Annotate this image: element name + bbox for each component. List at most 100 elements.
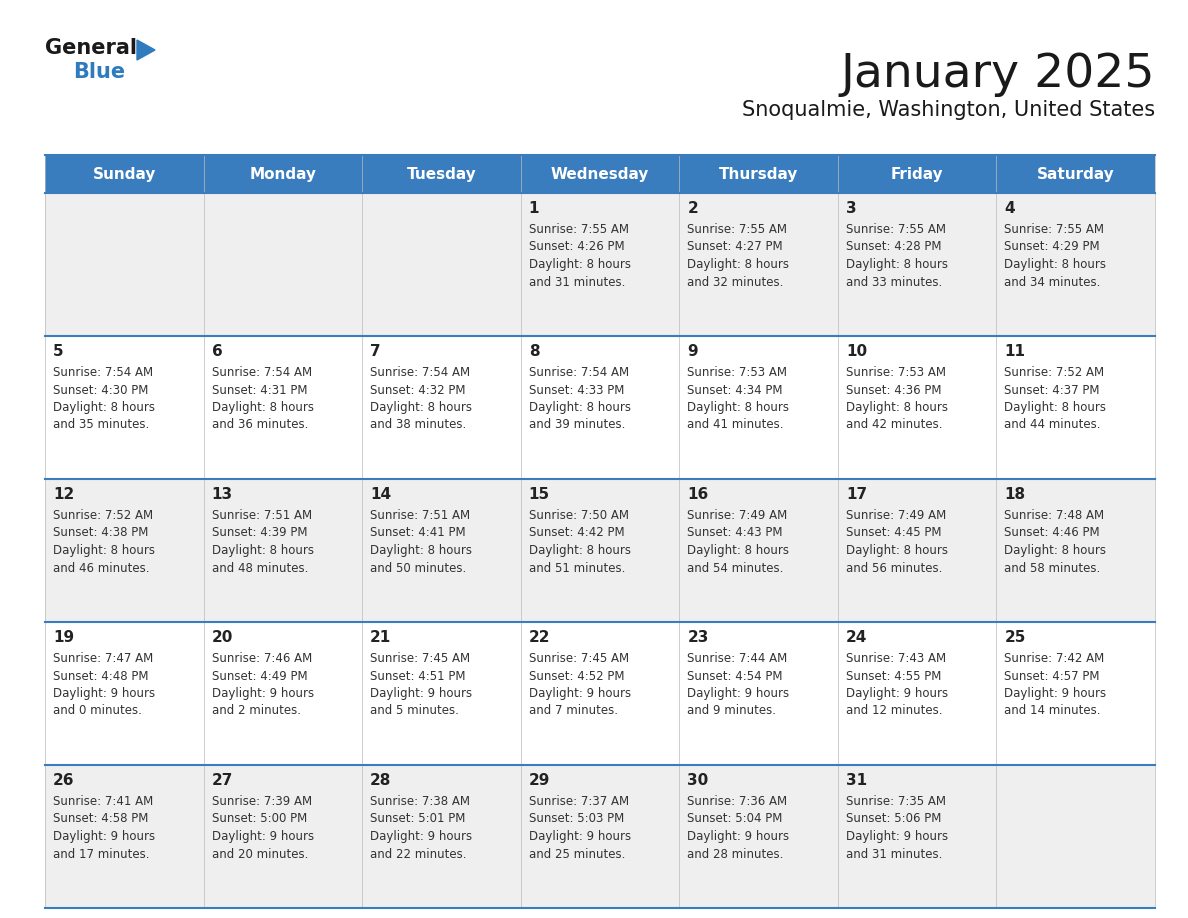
Text: Sunrise: 7:54 AM: Sunrise: 7:54 AM [211, 366, 311, 379]
Text: and 41 minutes.: and 41 minutes. [688, 419, 784, 431]
Text: Saturday: Saturday [1037, 166, 1114, 182]
Text: Sunset: 4:45 PM: Sunset: 4:45 PM [846, 527, 941, 540]
Text: 26: 26 [53, 773, 75, 788]
Text: Daylight: 8 hours: Daylight: 8 hours [371, 544, 472, 557]
Text: Sunrise: 7:47 AM: Sunrise: 7:47 AM [53, 652, 153, 665]
Text: and 28 minutes.: and 28 minutes. [688, 847, 784, 860]
Text: Sunrise: 7:51 AM: Sunrise: 7:51 AM [211, 509, 311, 522]
Text: Daylight: 9 hours: Daylight: 9 hours [846, 687, 948, 700]
Text: Friday: Friday [891, 166, 943, 182]
Text: 5: 5 [53, 344, 64, 359]
Bar [45, 765, 1155, 908]
Text: Daylight: 8 hours: Daylight: 8 hours [529, 544, 631, 557]
Text: and 56 minutes.: and 56 minutes. [846, 562, 942, 575]
Text: Sunrise: 7:55 AM: Sunrise: 7:55 AM [688, 223, 788, 236]
Text: Daylight: 8 hours: Daylight: 8 hours [846, 258, 948, 271]
Text: Sunrise: 7:45 AM: Sunrise: 7:45 AM [529, 652, 628, 665]
Text: 14: 14 [371, 487, 391, 502]
Text: Daylight: 9 hours: Daylight: 9 hours [529, 687, 631, 700]
Text: Daylight: 8 hours: Daylight: 8 hours [1004, 544, 1106, 557]
Text: Wednesday: Wednesday [551, 166, 649, 182]
Bar [45, 479, 1155, 622]
Text: Daylight: 8 hours: Daylight: 8 hours [688, 258, 789, 271]
Text: Daylight: 9 hours: Daylight: 9 hours [53, 687, 156, 700]
Text: Sunset: 4:39 PM: Sunset: 4:39 PM [211, 527, 307, 540]
Text: Sunset: 5:01 PM: Sunset: 5:01 PM [371, 812, 466, 825]
Text: Daylight: 8 hours: Daylight: 8 hours [688, 544, 789, 557]
Bar [45, 155, 1155, 193]
Text: Sunset: 4:36 PM: Sunset: 4:36 PM [846, 384, 941, 397]
Text: Daylight: 9 hours: Daylight: 9 hours [1004, 687, 1106, 700]
Text: Sunset: 4:54 PM: Sunset: 4:54 PM [688, 669, 783, 682]
Text: Daylight: 8 hours: Daylight: 8 hours [53, 544, 154, 557]
Text: Sunset: 4:27 PM: Sunset: 4:27 PM [688, 241, 783, 253]
Text: 11: 11 [1004, 344, 1025, 359]
Text: and 20 minutes.: and 20 minutes. [211, 847, 308, 860]
Text: and 12 minutes.: and 12 minutes. [846, 704, 942, 718]
Text: Daylight: 8 hours: Daylight: 8 hours [211, 401, 314, 414]
Text: Daylight: 8 hours: Daylight: 8 hours [688, 401, 789, 414]
Text: Sunset: 4:52 PM: Sunset: 4:52 PM [529, 669, 624, 682]
Text: Sunset: 4:34 PM: Sunset: 4:34 PM [688, 384, 783, 397]
Text: Daylight: 9 hours: Daylight: 9 hours [53, 830, 156, 843]
Text: and 42 minutes.: and 42 minutes. [846, 419, 942, 431]
Text: and 7 minutes.: and 7 minutes. [529, 704, 618, 718]
Text: 27: 27 [211, 773, 233, 788]
Text: Sunrise: 7:45 AM: Sunrise: 7:45 AM [371, 652, 470, 665]
Text: 23: 23 [688, 630, 709, 645]
Text: and 35 minutes.: and 35 minutes. [53, 419, 150, 431]
Text: 6: 6 [211, 344, 222, 359]
Text: Daylight: 8 hours: Daylight: 8 hours [529, 258, 631, 271]
Text: January 2025: January 2025 [840, 52, 1155, 97]
Text: Sunrise: 7:49 AM: Sunrise: 7:49 AM [846, 509, 946, 522]
Text: 22: 22 [529, 630, 550, 645]
Text: and 48 minutes.: and 48 minutes. [211, 562, 308, 575]
Text: Daylight: 9 hours: Daylight: 9 hours [371, 830, 473, 843]
Text: Sunset: 4:46 PM: Sunset: 4:46 PM [1004, 527, 1100, 540]
Text: 7: 7 [371, 344, 381, 359]
Text: 16: 16 [688, 487, 708, 502]
Text: Sunday: Sunday [93, 166, 156, 182]
Text: Daylight: 8 hours: Daylight: 8 hours [1004, 401, 1106, 414]
Text: Sunrise: 7:55 AM: Sunrise: 7:55 AM [1004, 223, 1105, 236]
Text: 29: 29 [529, 773, 550, 788]
Bar [45, 193, 1155, 336]
Text: 31: 31 [846, 773, 867, 788]
Text: 20: 20 [211, 630, 233, 645]
Text: Sunrise: 7:44 AM: Sunrise: 7:44 AM [688, 652, 788, 665]
Text: and 32 minutes.: and 32 minutes. [688, 275, 784, 288]
Text: Sunset: 5:03 PM: Sunset: 5:03 PM [529, 812, 624, 825]
Text: 10: 10 [846, 344, 867, 359]
Text: Daylight: 9 hours: Daylight: 9 hours [211, 830, 314, 843]
Text: Daylight: 9 hours: Daylight: 9 hours [371, 687, 473, 700]
Bar [45, 336, 1155, 479]
Text: Sunrise: 7:54 AM: Sunrise: 7:54 AM [371, 366, 470, 379]
Text: Sunrise: 7:37 AM: Sunrise: 7:37 AM [529, 795, 628, 808]
Text: Daylight: 8 hours: Daylight: 8 hours [1004, 258, 1106, 271]
Text: and 31 minutes.: and 31 minutes. [529, 275, 625, 288]
Text: Daylight: 9 hours: Daylight: 9 hours [846, 830, 948, 843]
Text: 30: 30 [688, 773, 708, 788]
Text: Sunrise: 7:42 AM: Sunrise: 7:42 AM [1004, 652, 1105, 665]
Text: Sunrise: 7:53 AM: Sunrise: 7:53 AM [688, 366, 788, 379]
Text: and 9 minutes.: and 9 minutes. [688, 704, 776, 718]
Text: Sunrise: 7:52 AM: Sunrise: 7:52 AM [53, 509, 153, 522]
Text: and 34 minutes.: and 34 minutes. [1004, 275, 1101, 288]
Text: and 31 minutes.: and 31 minutes. [846, 847, 942, 860]
Text: Sunrise: 7:46 AM: Sunrise: 7:46 AM [211, 652, 311, 665]
Text: Sunset: 4:30 PM: Sunset: 4:30 PM [53, 384, 148, 397]
Text: and 5 minutes.: and 5 minutes. [371, 704, 459, 718]
Text: 24: 24 [846, 630, 867, 645]
Text: Sunrise: 7:36 AM: Sunrise: 7:36 AM [688, 795, 788, 808]
Text: Daylight: 8 hours: Daylight: 8 hours [529, 401, 631, 414]
Text: Sunrise: 7:55 AM: Sunrise: 7:55 AM [846, 223, 946, 236]
Text: Sunrise: 7:54 AM: Sunrise: 7:54 AM [529, 366, 628, 379]
Text: Daylight: 8 hours: Daylight: 8 hours [211, 544, 314, 557]
Text: 13: 13 [211, 487, 233, 502]
Text: and 54 minutes.: and 54 minutes. [688, 562, 784, 575]
Text: 21: 21 [371, 630, 391, 645]
Text: 3: 3 [846, 201, 857, 216]
Text: and 46 minutes.: and 46 minutes. [53, 562, 150, 575]
Text: 17: 17 [846, 487, 867, 502]
Text: Sunset: 4:57 PM: Sunset: 4:57 PM [1004, 669, 1100, 682]
